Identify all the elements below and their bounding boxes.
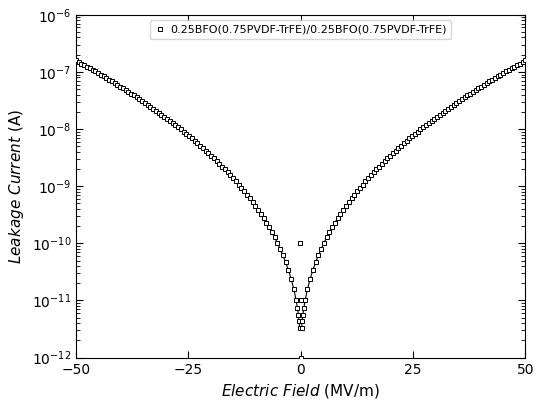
Legend: 0.25BFO(0.75PVDF-TrFE)/0.25BFO(0.75PVDF-TrFE): 0.25BFO(0.75PVDF-TrFE)/0.25BFO(0.75PVDF-… xyxy=(150,20,451,39)
X-axis label: $\it{Electric\ Field}$ (MV/m): $\it{Electric\ Field}$ (MV/m) xyxy=(221,382,380,400)
Y-axis label: $\it{Leakage\ Current}$ (A): $\it{Leakage\ Current}$ (A) xyxy=(7,109,26,264)
